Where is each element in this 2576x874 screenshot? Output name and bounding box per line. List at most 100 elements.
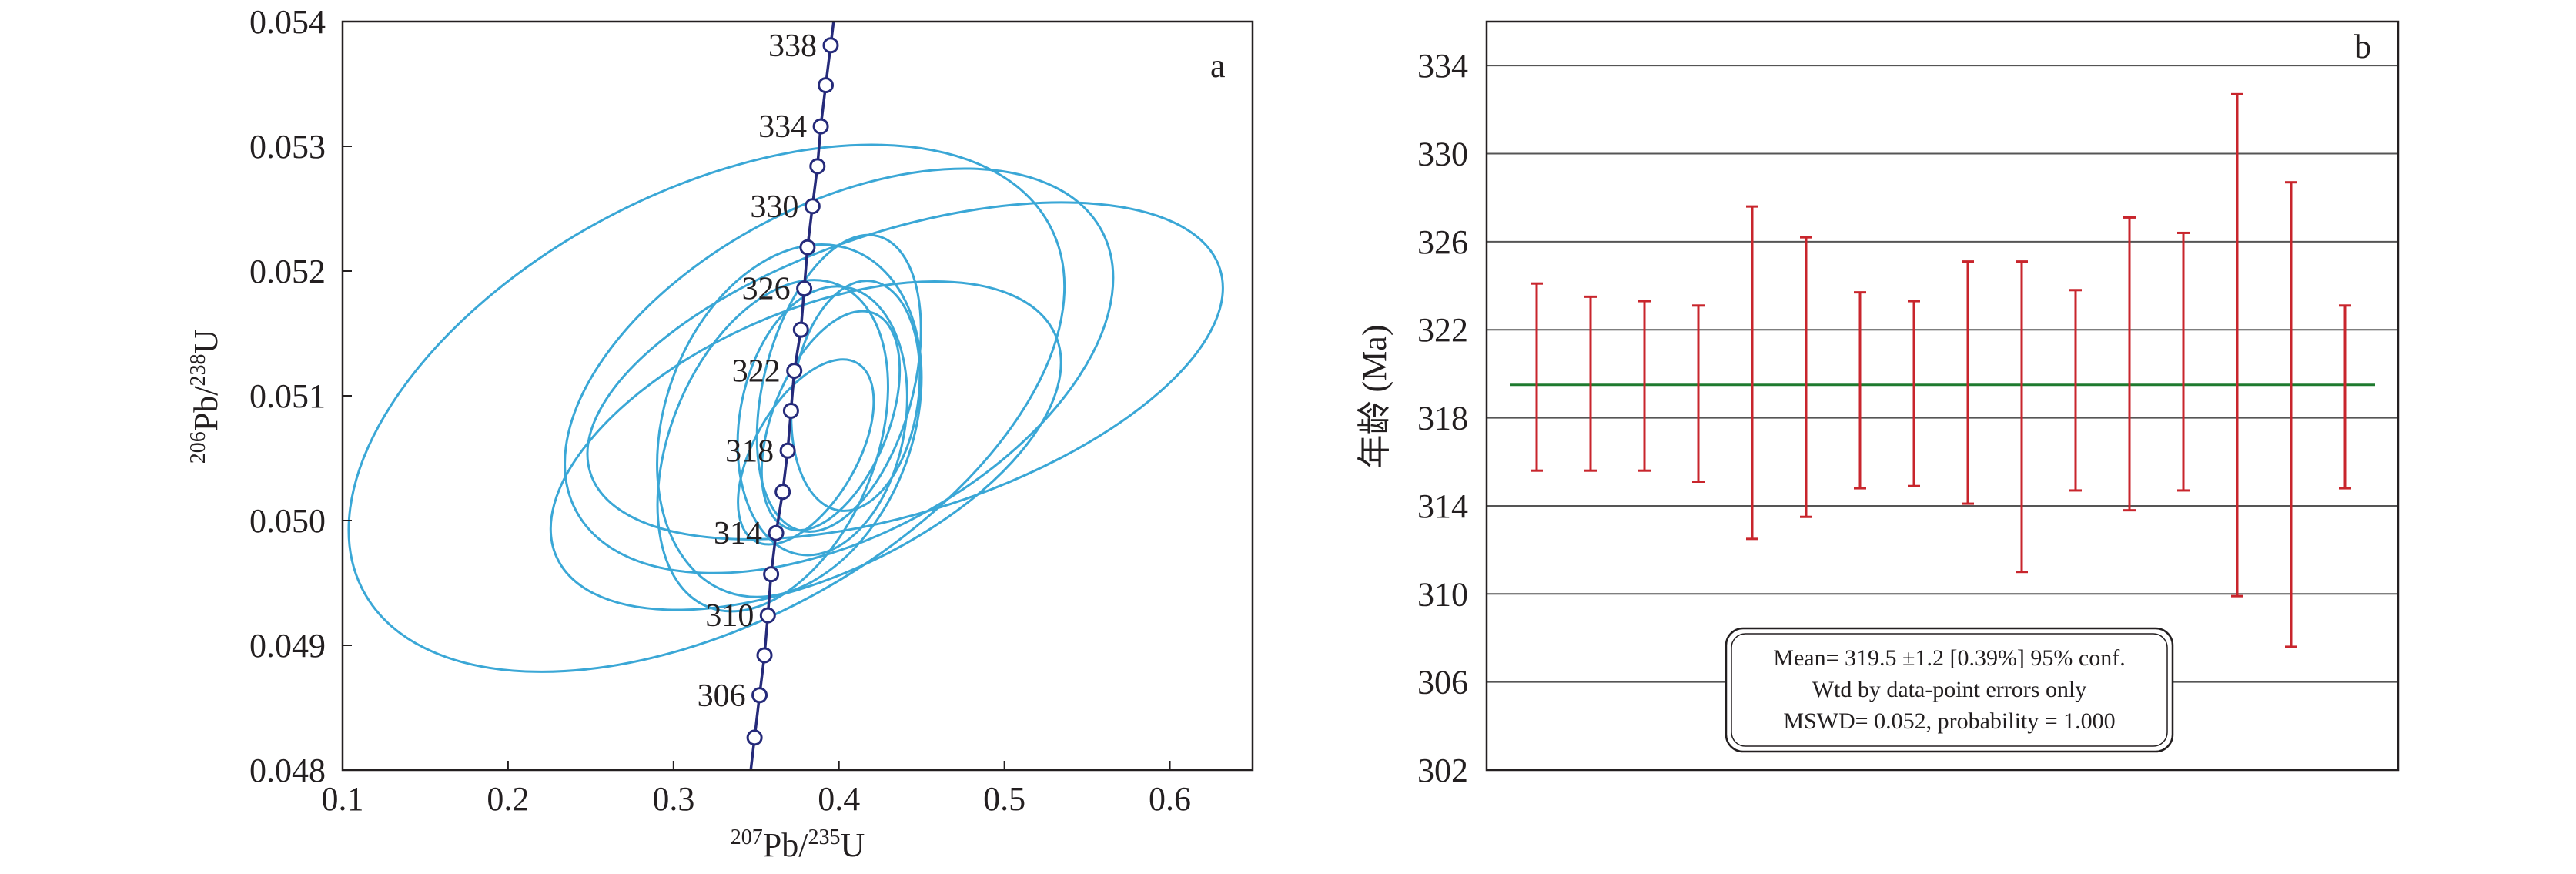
concordia-age-label-306: 306 bbox=[698, 678, 746, 714]
y-tick-label: 302 bbox=[1417, 752, 1468, 789]
x-title-sup-numerator: 207 bbox=[731, 825, 763, 849]
error-bar-2 bbox=[1584, 295, 1597, 472]
error-bar-1 bbox=[1531, 282, 1543, 472]
concordia-marker-320 bbox=[782, 402, 799, 419]
x-title-numerator: Pb/ bbox=[763, 826, 808, 864]
y-tick-label: 322 bbox=[1417, 311, 1468, 349]
panel-a-x-ticks: 0.1 0.2 0.3 0.4 0.5 0.6 bbox=[322, 761, 1191, 818]
y-tick-label: 0.051 bbox=[249, 377, 326, 415]
concordia-age-label-322: 322 bbox=[732, 354, 781, 390]
concordia-age-label-326: 326 bbox=[742, 272, 791, 307]
error-bar-10 bbox=[2016, 260, 2028, 574]
age-error-bars bbox=[1531, 92, 2351, 648]
error-bar-15 bbox=[2285, 181, 2297, 648]
stats-weighting-line: Wtd by data-point errors only bbox=[1812, 677, 2087, 702]
concordia-curve bbox=[746, 22, 839, 770]
y-title-sup-numerator: 206 bbox=[186, 431, 210, 464]
stats-mean-line: Mean= 319.5 ±1.2 [0.39%] 95% conf. bbox=[1773, 645, 2125, 671]
y-tick-label: 334 bbox=[1417, 47, 1468, 85]
y-tick-label: 0.048 bbox=[249, 752, 326, 789]
stats-mswd-line: MSWD= 0.052, probability = 1.000 bbox=[1783, 708, 2115, 734]
y-tick-label: 0.049 bbox=[249, 627, 326, 665]
panel-b-gridlines bbox=[1487, 65, 2398, 683]
panel-b-y-ticks: 302 306 310 314 318 322 326 330 334 bbox=[1417, 47, 1468, 789]
concordia-age-label-338: 338 bbox=[768, 28, 817, 64]
y-tick-label: 0.053 bbox=[249, 128, 326, 166]
y-tick-label: 318 bbox=[1417, 400, 1468, 437]
concordia-marker-338 bbox=[822, 37, 839, 54]
error-bar-5 bbox=[1746, 205, 1758, 541]
y-tick-label: 0.054 bbox=[249, 3, 326, 41]
y-tick-label: 326 bbox=[1417, 223, 1468, 261]
concordia-marker-312 bbox=[763, 566, 780, 583]
error-ellipse-1 bbox=[347, 143, 1066, 673]
x-title-sup-denominator: 235 bbox=[808, 825, 840, 849]
concordia-marker-326 bbox=[796, 280, 813, 297]
error-ellipse-11 bbox=[737, 358, 875, 546]
concordia-marker-310 bbox=[759, 607, 776, 624]
error-bar-3 bbox=[1638, 300, 1651, 472]
y-tick-label: 310 bbox=[1417, 575, 1468, 613]
stats-box-inner bbox=[1731, 633, 2168, 747]
x-tick-label: 0.2 bbox=[487, 780, 529, 818]
panel-a-x-axis-title: 207Pb/235U bbox=[731, 825, 865, 864]
error-ellipse-9 bbox=[790, 280, 922, 512]
panel-b-label: b bbox=[2354, 28, 2371, 65]
error-bar-12 bbox=[2123, 216, 2136, 512]
concordia-age-label-334: 334 bbox=[758, 109, 807, 145]
concordia-age-label-330: 330 bbox=[750, 189, 798, 225]
x-tick-label: 0.6 bbox=[1149, 780, 1191, 818]
panel-a-y-axis-title: 206Pb/238U bbox=[186, 330, 225, 464]
error-bar-13 bbox=[2177, 231, 2190, 492]
y-tick-label: 0.052 bbox=[249, 253, 326, 290]
error-ellipse-3 bbox=[586, 201, 1224, 541]
concordia-marker-314 bbox=[768, 524, 785, 541]
y-title-sup-denominator: 238 bbox=[186, 354, 210, 387]
concordia-marker-304 bbox=[746, 729, 763, 746]
x-tick-label: 0.1 bbox=[322, 780, 364, 818]
error-bar-9 bbox=[1962, 260, 1974, 505]
y-tick-label: 314 bbox=[1417, 487, 1468, 525]
error-ellipses bbox=[347, 143, 1224, 673]
error-bar-16 bbox=[2339, 304, 2351, 490]
error-bar-4 bbox=[1692, 304, 1705, 483]
x-tick-label: 0.5 bbox=[983, 780, 1025, 818]
y-title-denominator: U bbox=[187, 330, 225, 354]
concordia-age-label-314: 314 bbox=[714, 516, 762, 551]
x-title-denominator: U bbox=[840, 826, 865, 864]
x-tick-label: 0.3 bbox=[652, 780, 694, 818]
error-ellipse-6 bbox=[656, 279, 889, 613]
error-ellipse-10 bbox=[760, 310, 902, 532]
concordia-age-labels: 306 310 314 318 322 326 330 334 338 bbox=[698, 28, 817, 714]
y-tick-label: 0.050 bbox=[249, 502, 326, 540]
y-tick-label: 330 bbox=[1417, 136, 1468, 173]
concordia-age-label-318: 318 bbox=[725, 434, 774, 469]
error-bar-14 bbox=[2231, 92, 2243, 598]
stats-box: Mean= 319.5 ±1.2 [0.39%] 95% conf. Wtd b… bbox=[1725, 627, 2174, 753]
concordia-marker-306 bbox=[751, 687, 768, 704]
error-bar-11 bbox=[2069, 289, 2082, 492]
x-tick-label: 0.4 bbox=[818, 780, 860, 818]
concordia-marker-334 bbox=[812, 118, 829, 135]
concordia-marker-324 bbox=[792, 321, 809, 338]
concordia-marker-328 bbox=[799, 239, 816, 256]
error-bar-7 bbox=[1854, 291, 1866, 490]
concordia-marker-336 bbox=[818, 77, 835, 94]
stats-box-outer bbox=[1725, 627, 2174, 753]
error-bar-6 bbox=[1800, 236, 1812, 518]
panel-b: 302 306 310 314 318 322 326 330 334 b 年龄 (Ma) Me… bbox=[1356, 20, 2400, 789]
y-title-numerator: Pb/ bbox=[187, 386, 225, 431]
error-ellipse-4 bbox=[549, 280, 1062, 611]
concordia-age-label-310: 310 bbox=[705, 598, 754, 634]
y-tick-label: 306 bbox=[1417, 664, 1468, 702]
concordia-marker-308 bbox=[756, 647, 773, 664]
concordia-marker-318 bbox=[779, 442, 796, 459]
panel-b-y-axis-title: 年龄 (Ma) bbox=[1356, 325, 1393, 469]
error-ellipse-2 bbox=[564, 167, 1115, 574]
error-bar-8 bbox=[1908, 300, 1920, 487]
concordia-marker-322 bbox=[786, 363, 803, 380]
panel-a-label: a bbox=[1210, 47, 1226, 85]
concordia-marker-330 bbox=[804, 198, 821, 215]
panel-a-y-ticks: 0.048 0.049 0.050 0.051 0.052 0.053 0.054 bbox=[249, 3, 352, 789]
